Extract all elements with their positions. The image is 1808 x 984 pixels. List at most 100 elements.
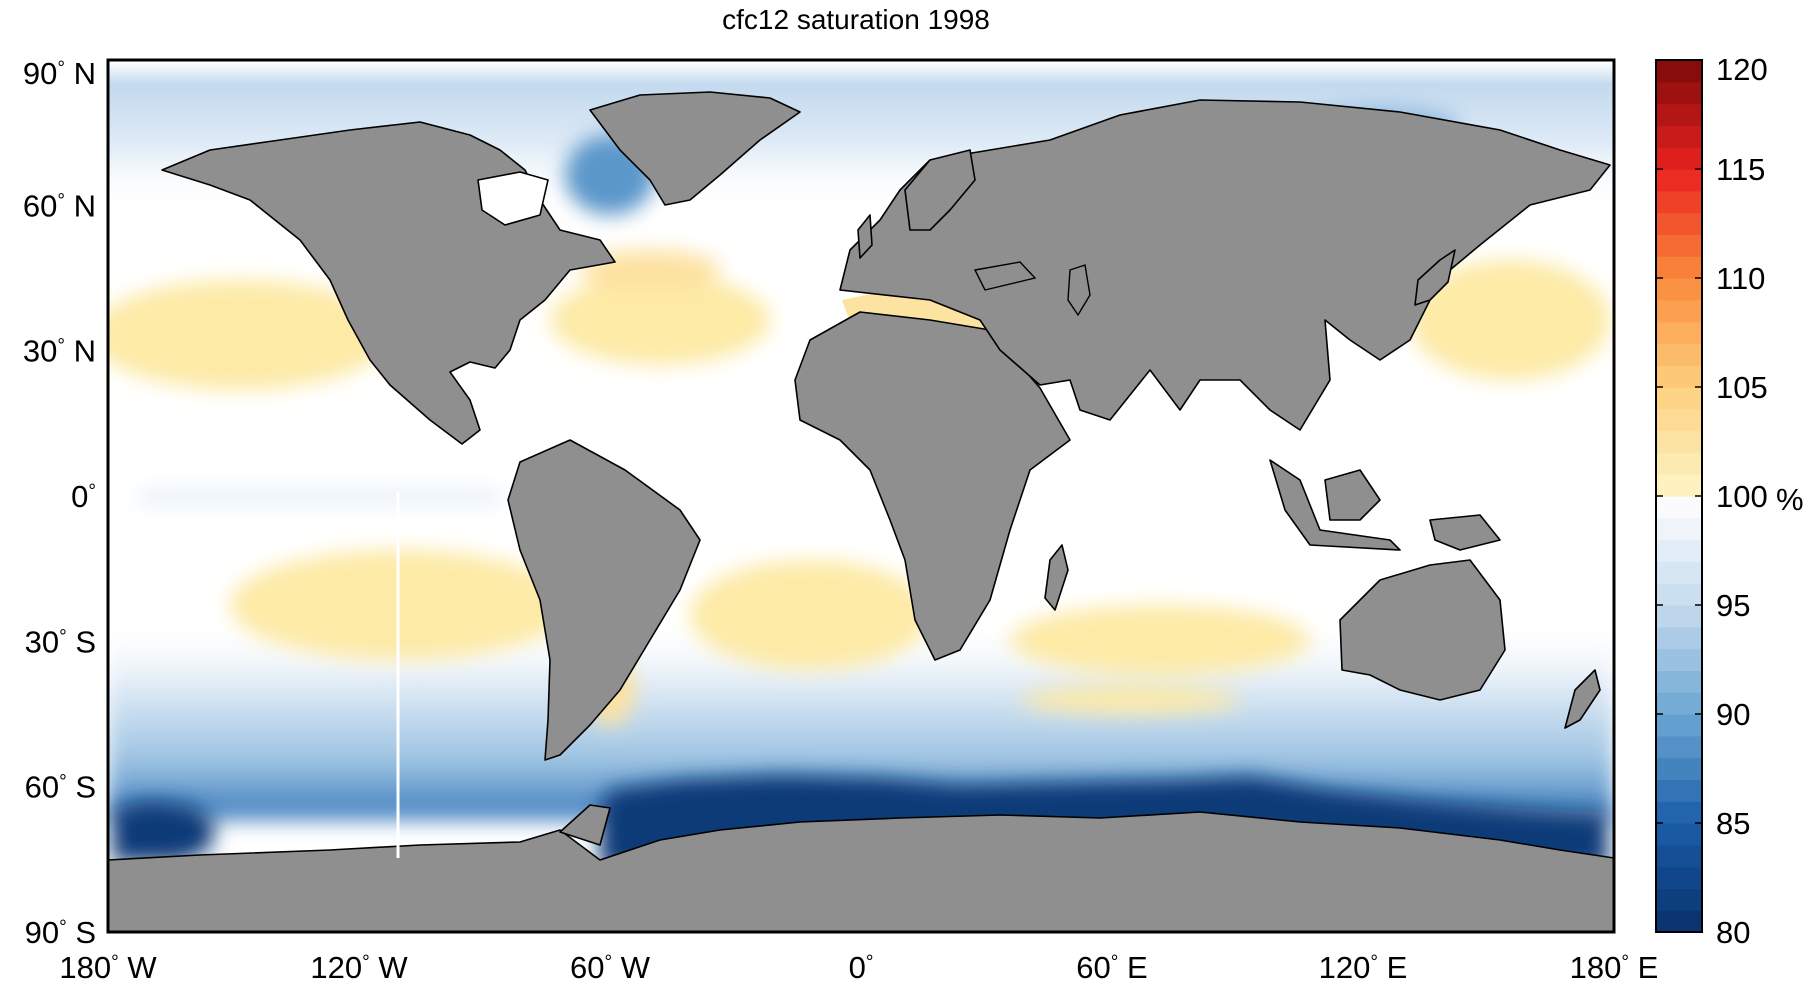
- map-frame: [106, 58, 1616, 934]
- black-sea: [973, 261, 1037, 291]
- lat-tick-label: 30° N: [23, 334, 96, 369]
- colorbar-tick-label: 90: [1716, 697, 1750, 732]
- ross-undersaturation: [112, 800, 215, 862]
- colorbar-step: [1656, 234, 1702, 257]
- colorbar-step: [1656, 583, 1702, 606]
- longitude-tick-labels: 180° W 120° W 60° W 0° 60° E 120° E 180° E: [59, 950, 1658, 984]
- colorbar-step: [1656, 430, 1702, 453]
- lat-tick-label: 30° S: [25, 624, 96, 659]
- colorbar-tick-label: 80: [1716, 915, 1750, 950]
- colorbar-step: [1656, 888, 1702, 911]
- colorbar-step: [1656, 299, 1702, 323]
- s-atlantic-supersat: [690, 560, 930, 670]
- land-borneo-indonesia: [1324, 469, 1381, 521]
- lat-tick-label: 60° S: [25, 770, 96, 805]
- colorbar-tick-label: 115: [1716, 152, 1765, 187]
- s-pacific-supersat: [230, 550, 570, 660]
- colorbar-step: [1656, 60, 1702, 83]
- lon-tick-label: 180° W: [59, 950, 157, 984]
- lat-tick-label: 0°: [71, 479, 96, 514]
- lon-tick-label: 180° E: [1570, 950, 1659, 984]
- n-atlantic-supersat: [550, 275, 770, 365]
- n-pacific-supersat-east: [1410, 260, 1610, 380]
- land-south-america: [507, 439, 701, 761]
- land-antarctica: [108, 811, 1614, 932]
- colorbar-step: [1656, 212, 1702, 235]
- land-sumatra-java: [1269, 459, 1401, 551]
- colorbar-tick-label: 100: [1716, 479, 1768, 514]
- colorbar-step: [1656, 343, 1702, 366]
- n-atlantic-shelf: [580, 250, 720, 290]
- colorbar-step: [1656, 256, 1702, 279]
- colorbar-tick-label: 120: [1716, 52, 1768, 87]
- n-pacific-supersat: [108, 280, 390, 390]
- caspian-sea: [1067, 264, 1091, 317]
- colorbar-tick-label: 85: [1716, 806, 1750, 841]
- lon-tick-label: 0°: [849, 950, 874, 984]
- colorbar-step: [1656, 452, 1702, 475]
- colorbar-unit: %: [1776, 482, 1804, 517]
- land-madagascar: [1044, 544, 1069, 611]
- colorbar-tick-labels: 80 85 90 95 100 105 110 115 120: [1656, 52, 1768, 950]
- colorbar-step: [1656, 517, 1702, 541]
- lat-tick-label: 90° N: [23, 56, 96, 91]
- colorbar-step: [1656, 823, 1702, 846]
- colorbar-step: [1656, 81, 1702, 105]
- land-australia: [1339, 559, 1506, 701]
- colorbar-step: [1656, 779, 1702, 802]
- colorbar-steps: [1656, 60, 1702, 933]
- colorbar-step: [1656, 278, 1702, 301]
- colorbar-step: [1656, 910, 1702, 933]
- colorbar-step: [1656, 670, 1702, 693]
- latitude-tick-labels: 90° N 60° N 30° N 0° 30° S 60° S 90° S: [23, 56, 96, 950]
- colorbar-step: [1656, 496, 1702, 519]
- colorbar-step: [1656, 735, 1702, 759]
- s-indian-supersat-2: [1020, 686, 1240, 714]
- colorbar-step: [1656, 714, 1702, 737]
- lon-tick-label: 60° E: [1076, 950, 1147, 984]
- inland-waters: [973, 261, 1091, 317]
- lon-tick-label: 60° W: [570, 950, 651, 984]
- lon-tick-label: 120° W: [310, 950, 408, 984]
- colorbar-tick-label: 110: [1716, 261, 1765, 296]
- colorbar-step: [1656, 147, 1702, 170]
- equatorial-light-blue: [140, 490, 500, 504]
- s-indian-supersat: [1010, 605, 1310, 675]
- colorbar-step: [1656, 844, 1702, 868]
- land-new-zealand: [1564, 669, 1601, 729]
- colorbar-step: [1656, 626, 1702, 650]
- colorbar-step: [1656, 321, 1702, 344]
- land-uk: [857, 214, 873, 259]
- colorbar-step: [1656, 408, 1702, 432]
- colorbar-step: [1656, 648, 1702, 671]
- land-antarctic-peninsula: [559, 804, 611, 846]
- land: [108, 91, 1614, 932]
- colorbar: 80 85 90 95 100 105 110 115 120 %: [1655, 52, 1804, 950]
- lon-tick-label: 120° E: [1319, 950, 1408, 984]
- colorbar-step: [1656, 692, 1702, 715]
- lat-tick-label: 60° N: [23, 188, 96, 223]
- colorbar-step: [1656, 539, 1702, 562]
- land-greenland: [589, 91, 801, 206]
- land-japan: [1414, 249, 1456, 306]
- land-hudson-lake: [477, 171, 549, 226]
- land-scandinavia: [904, 149, 976, 231]
- colorbar-step: [1656, 125, 1702, 148]
- colorbar-step: [1656, 474, 1702, 497]
- ross-undersaturation-2: [1520, 815, 1608, 860]
- colorbar-step: [1656, 757, 1702, 780]
- colorbar-step: [1656, 169, 1702, 192]
- land-eurasia: [839, 99, 1611, 431]
- colorbar-step: [1656, 387, 1702, 410]
- colorbar-tick-label: 95: [1716, 588, 1750, 623]
- map-title: cfc12 saturation 1998: [722, 4, 990, 35]
- colorbar-step: [1656, 866, 1702, 889]
- colorbar-step: [1656, 561, 1702, 584]
- colorbar-step: [1656, 801, 1702, 824]
- map-area: [108, 60, 1614, 932]
- colorbar-step: [1656, 365, 1702, 388]
- lat-tick-label: 90° S: [25, 915, 96, 950]
- land-new-guinea: [1429, 514, 1501, 551]
- colorbar-step: [1656, 190, 1702, 214]
